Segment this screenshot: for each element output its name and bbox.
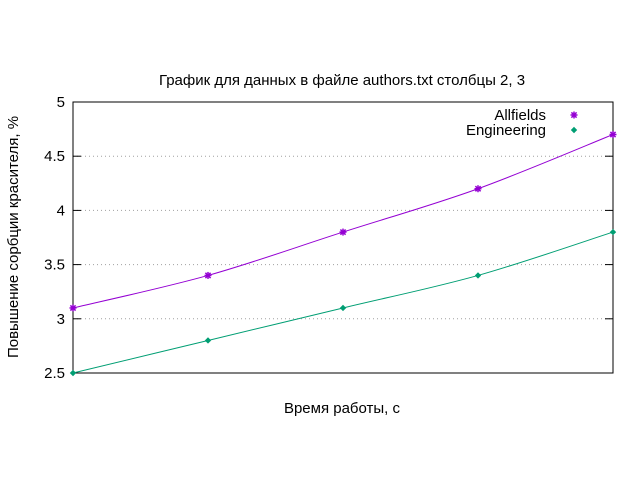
y-tick-label: 4.5 [44, 148, 65, 165]
legend-label: Allfields [494, 107, 546, 124]
x-axis-label: Время работы, с [284, 400, 401, 417]
series-line-engineering [72, 231, 614, 374]
y-tick-label: 3.5 [44, 257, 65, 274]
grid-lines [73, 155, 613, 320]
data-point-engineering [474, 272, 482, 279]
legend-marker [570, 111, 578, 119]
data-point-engineering [339, 304, 347, 312]
y-tick-label: 2.5 [44, 365, 65, 382]
data-point-allfields [339, 228, 347, 236]
plot-frame [72, 101, 614, 374]
data-point-allfields [69, 304, 77, 312]
data-point-engineering [609, 228, 617, 236]
data-point-allfields [204, 271, 212, 279]
y-tick-label: 5 [57, 94, 65, 111]
data-point-engineering [204, 337, 212, 344]
data-point-allfields [609, 131, 617, 139]
y-tick-label: 4 [57, 202, 65, 219]
series-line-allfields [72, 134, 614, 309]
y-tick-label: 3 [57, 311, 65, 328]
y-axis-ticks: 2.5 3 3.5 4 4.5 5 [44, 94, 613, 382]
data-point-allfields [474, 185, 482, 193]
series-layer [69, 131, 617, 377]
chart-title: График для данных в файле authors.txt ст… [159, 72, 525, 89]
data-point-engineering [69, 369, 77, 377]
y-axis-label: Повышение сорбции красителя, % [5, 116, 22, 358]
legend-marker [570, 126, 578, 134]
legend-label: Engineering [466, 122, 546, 139]
